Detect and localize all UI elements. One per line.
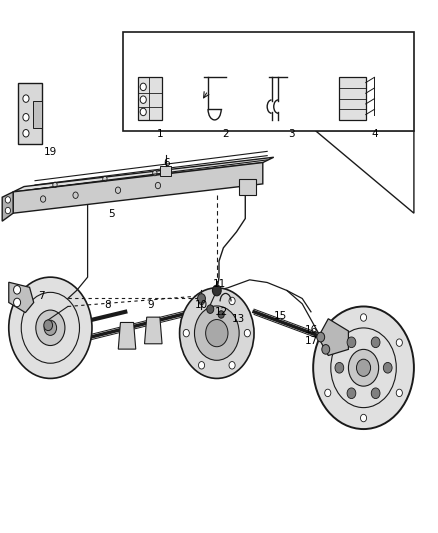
Circle shape [73,192,78,198]
Circle shape [102,176,107,182]
Circle shape [335,362,344,373]
Circle shape [229,361,235,369]
Bar [138,77,162,120]
Text: 5: 5 [108,209,115,219]
Circle shape [53,182,57,188]
Circle shape [5,207,11,214]
Circle shape [194,306,239,360]
Circle shape [140,96,146,103]
Circle shape [36,310,65,345]
Circle shape [218,311,224,318]
Circle shape [229,297,235,305]
Circle shape [244,329,251,337]
Text: 4: 4 [371,130,378,139]
Circle shape [347,388,356,399]
Polygon shape [118,322,136,349]
Circle shape [140,83,146,91]
Text: 12: 12 [215,307,228,317]
Circle shape [207,305,214,313]
Circle shape [371,337,380,348]
Circle shape [357,359,371,376]
Circle shape [383,362,392,373]
Circle shape [206,320,228,346]
Circle shape [153,171,157,176]
Text: 19: 19 [44,147,57,157]
Polygon shape [315,131,414,213]
Circle shape [325,389,331,397]
Bar [239,179,256,195]
Circle shape [317,333,325,342]
Circle shape [198,297,205,305]
Polygon shape [2,192,13,221]
Circle shape [115,187,120,193]
Circle shape [347,337,356,348]
Text: 10: 10 [195,300,208,310]
Polygon shape [9,282,34,312]
Circle shape [325,339,331,346]
Circle shape [313,306,414,429]
Circle shape [183,329,189,337]
Text: 16: 16 [304,326,318,335]
Text: 2: 2 [222,130,229,139]
Circle shape [40,196,46,202]
Bar [160,166,171,176]
Circle shape [371,388,380,399]
Text: 9: 9 [148,300,155,310]
Circle shape [212,285,221,296]
Polygon shape [318,319,348,356]
Text: 1: 1 [156,130,163,139]
Text: 3: 3 [288,130,295,139]
Circle shape [396,389,403,397]
Circle shape [14,298,21,307]
Circle shape [23,95,29,102]
Circle shape [180,288,254,378]
Bar [18,83,42,144]
Text: 17: 17 [304,336,318,346]
Text: 6: 6 [163,158,170,168]
Bar [123,32,414,131]
Circle shape [360,414,367,422]
Circle shape [322,344,330,354]
Polygon shape [145,317,162,344]
Circle shape [360,314,367,321]
Polygon shape [13,163,263,213]
Circle shape [14,286,21,294]
Text: 8: 8 [104,300,111,310]
Text: 7: 7 [38,291,45,301]
Text: 13: 13 [232,314,245,324]
Circle shape [5,197,11,203]
Bar [33,101,42,128]
Circle shape [396,339,403,346]
Circle shape [44,320,57,335]
Polygon shape [13,157,274,192]
Bar [339,77,366,120]
Circle shape [198,361,205,369]
Circle shape [155,182,161,189]
Circle shape [140,108,146,116]
Circle shape [348,350,378,386]
Circle shape [44,320,53,330]
Circle shape [9,277,92,378]
Circle shape [23,114,29,121]
Circle shape [23,130,29,137]
Circle shape [198,294,205,303]
Text: 11: 11 [212,279,226,288]
Text: 15: 15 [274,311,287,320]
